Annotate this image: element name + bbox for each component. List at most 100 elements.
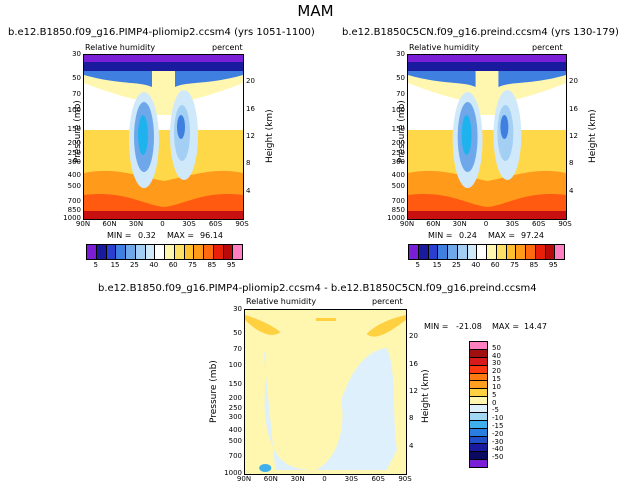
panel2-ytick: 400: [391, 171, 405, 180]
colorbar-panel1-swatch: [96, 245, 107, 259]
panel2-xtick: 60N: [426, 220, 441, 228]
panel1-y2tick: 16: [246, 104, 255, 113]
colorbar-difference-label: 40: [492, 351, 501, 360]
colorbar-panel2-swatch: [477, 245, 487, 259]
panel3-ytick: 200: [228, 393, 242, 402]
colorbar-panel2-swatch: [448, 245, 458, 259]
colorbar-panel1-label: 95: [226, 261, 236, 269]
colorbar-panel2-swatch: [418, 245, 429, 259]
panel1-title: b.e12.B1850.f09_g16.PIMP4-pliomip2.ccsm4…: [8, 27, 315, 38]
colorbar-panel2-swatch: [545, 245, 556, 259]
panel2-y2tick: 4: [569, 186, 574, 195]
panel2-ytick: 700: [391, 197, 405, 206]
panel1-xtick: 30N: [128, 220, 144, 228]
colorbar-difference-swatch: [470, 436, 487, 445]
colorbar-panel1-swatch: [213, 245, 224, 259]
colorbar-panel1-swatch: [233, 245, 242, 259]
panel1-ytick: 850: [67, 206, 81, 215]
colorbar-difference-label: 0: [492, 398, 497, 407]
panel1-ytick: 30: [72, 50, 81, 58]
panel3-xtick: 60N: [263, 475, 278, 483]
colorbar-difference-label: 15: [492, 375, 501, 384]
colorbar-difference-swatch: [470, 342, 487, 350]
colorbar-difference-swatch: [470, 381, 487, 390]
panel1-xtick: 60N: [102, 220, 117, 228]
panel3-y2tick: 4: [409, 441, 414, 450]
panel3-min-label: MIN =: [424, 322, 449, 331]
panel3-y2tick: 12: [409, 387, 418, 395]
panel1-fill-trop-left-core: [138, 115, 148, 155]
panel2-y2tick: 20: [569, 77, 578, 86]
panel2-min-value: 0.24: [459, 231, 477, 240]
panel2-xtick: 30N: [452, 220, 467, 228]
panel2-ytick: 500: [391, 181, 405, 190]
panel3-xtick: 90S: [398, 475, 412, 483]
panel3-ytick: 1000: [224, 469, 242, 477]
colorbar-difference-swatch: [470, 349, 487, 358]
panel3-y2label: Height (km): [421, 369, 431, 423]
colorbar-panel1-swatch: [135, 245, 146, 259]
colorbar-panel2-label: 25: [451, 261, 461, 269]
panel1-xtick: 90S: [235, 220, 249, 228]
panel1-min-label: MIN =: [107, 231, 132, 240]
panel3-y2tick: 8: [409, 414, 414, 423]
colorbar-panel1-swatch: [87, 245, 97, 259]
colorbar-panel1-swatch: [116, 245, 126, 259]
panel3-fill-neg-surface: [259, 464, 272, 472]
panel1-ytick: 500: [67, 181, 81, 190]
panel3-xtick: 30N: [290, 475, 305, 483]
colorbar-panel2-swatch: [409, 245, 419, 259]
colorbar-difference-label: -15: [492, 421, 504, 430]
panel2-y2tick: 16: [569, 104, 578, 113]
panel2-ytick: 850: [391, 206, 405, 215]
colorbar-panel1-swatch: [204, 245, 214, 259]
colorbar-difference-label: -20: [492, 429, 504, 438]
panel2-fill-upper-blue: [408, 69, 566, 87]
panel1-y2tick: 12: [246, 132, 255, 140]
colorbar-panel1-swatch: [155, 245, 165, 259]
panel1-fill-white: [84, 83, 243, 130]
colorbar-difference-swatch: [470, 428, 487, 437]
colorbar-panel2-label: 95: [548, 261, 558, 269]
colorbar-panel1-swatch: [126, 245, 136, 259]
panel2-y2label: Height (km): [588, 109, 598, 163]
panel3-ytick: 50: [233, 328, 242, 337]
panel3-fill-negative: [263, 348, 397, 470]
panel2-min-label: MIN =: [428, 231, 453, 240]
panel3-fill-pos-top: [315, 318, 337, 321]
panel2-ytick: 1000: [387, 214, 405, 222]
colorbar-panel2-swatch: [526, 245, 536, 259]
colorbar-panel2-label: 15: [432, 261, 442, 269]
colorbar-difference-swatch: [470, 444, 487, 453]
panel3-ytick: 300: [228, 412, 242, 421]
panel1-xtick: 30S: [182, 220, 196, 228]
panel1-ytick: 400: [67, 171, 81, 180]
panel2-max-label: MAX =: [488, 231, 516, 240]
panel3-ytick: 250: [228, 404, 242, 413]
panel2-ytick: 150: [391, 125, 405, 134]
panel2-fill-surface-darkred: [408, 211, 566, 219]
colorbar-difference-label: -5: [492, 406, 499, 415]
colorbar-difference-label: 5: [492, 390, 497, 399]
colorbar-difference-swatch: [470, 373, 487, 382]
panel1-ytick: 300: [67, 157, 81, 166]
panel3-xtick: 30S: [344, 475, 359, 483]
panel1-field: [83, 54, 244, 220]
panel1-fill-surface-darkred: [84, 211, 243, 219]
panel3-ytick: 700: [228, 452, 242, 461]
colorbar-difference-swatch: [470, 357, 487, 366]
colorbar-panel1-label: 5: [93, 261, 98, 269]
panel2-y2tick: 8: [569, 159, 574, 168]
panel3-ytick: 150: [228, 380, 242, 389]
panel2-fill-white: [408, 83, 566, 130]
panel1-xtick: 90N: [75, 220, 91, 228]
panel3-ytick: 500: [228, 436, 242, 445]
panel3-max-label: MAX =: [492, 322, 520, 331]
colorbar-panel2-label: 40: [471, 261, 481, 269]
colorbar-panel1: [86, 244, 243, 260]
panel2-xtick: 90N: [399, 220, 415, 228]
panel1-ytick: 100: [67, 106, 81, 115]
panel3-fill-pos-left: [245, 315, 281, 335]
colorbar-panel2-swatch: [428, 245, 439, 259]
panel1-y2tick: 4: [246, 186, 251, 195]
